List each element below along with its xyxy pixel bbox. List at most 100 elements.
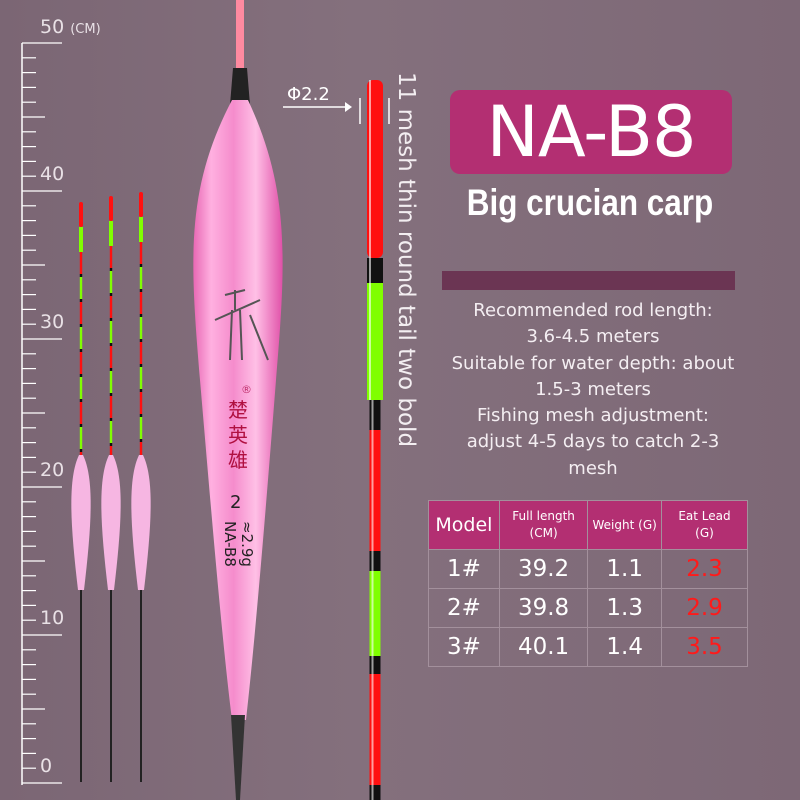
small-float-segment (109, 268, 113, 271)
samurai-figure (214, 289, 269, 361)
small-float-tip (109, 196, 113, 221)
table-row: 1# 39.2 1.1 2.3 (428, 549, 749, 589)
small-float-segment (109, 371, 113, 393)
small-float-segment (109, 443, 113, 446)
small-float-segment (139, 392, 143, 414)
small-float-segment (139, 339, 143, 342)
small-float-segment (79, 399, 83, 402)
spec-text: Recommended rod length: 3.6-4.5 meters S… (430, 298, 756, 482)
cell-weight: 1.3 (587, 588, 662, 628)
tip-highlight (371, 674, 374, 785)
cell-model: 1# (428, 549, 500, 589)
header-lead: Eat Lead (G) (660, 500, 749, 550)
small-float-segment (139, 367, 143, 389)
small-float-segment (139, 342, 143, 364)
registered-mark: ® (241, 383, 252, 396)
spec-line: 3.6-4.5 meters (526, 326, 660, 348)
tip-highlight (369, 283, 371, 400)
small-float-segment (79, 302, 83, 324)
small-float-segment (109, 318, 113, 321)
small-float-segment (109, 393, 113, 396)
ruler-label-30: 30 (40, 311, 65, 333)
tip-description: 11 mesh thin round tail two bold (393, 72, 419, 448)
cell-weight: 1.4 (587, 627, 662, 667)
spec-table: Model Full length (CM) Weight (G) Eat Le… (428, 500, 749, 667)
spec-line: 1.5-3 meters (535, 378, 651, 400)
ruler-label-40: 40 (40, 163, 65, 185)
tip-segment (369, 551, 381, 571)
small-float-tip (109, 221, 113, 246)
small-float-segment (79, 374, 83, 377)
cell-lead: 2.9 (660, 588, 749, 628)
tip-highlight (371, 400, 374, 430)
cell-length: 39.8 (498, 588, 589, 628)
small-float-segment (79, 352, 83, 374)
small-float-segment (79, 274, 83, 277)
diameter-label: Φ2.2 (287, 84, 330, 105)
small-float-segment (79, 252, 83, 274)
small-float-segment (109, 246, 113, 268)
small-floats (71, 192, 151, 782)
bottom-stem (231, 715, 245, 800)
small-float-segment (79, 402, 83, 424)
small-float-segment (139, 242, 143, 264)
small-float-segment (139, 442, 143, 464)
small-float-segment (109, 396, 113, 418)
small-float-segment (139, 414, 143, 417)
tip-segment (369, 785, 381, 800)
spec-line: mesh (568, 457, 618, 479)
small-float-body (131, 455, 151, 590)
small-float-tip (79, 202, 83, 227)
small-float-stem (80, 590, 82, 782)
big-float-image (193, 0, 283, 800)
small-float-segment (139, 317, 143, 339)
tip-segment (369, 674, 381, 785)
small-float-segment (139, 389, 143, 392)
small-float-segment (109, 321, 113, 343)
ruler-label-20: 20 (40, 459, 65, 481)
small-float-segment (109, 421, 113, 443)
cell-model: 2# (428, 588, 500, 628)
small-float-segment (79, 277, 83, 299)
header-model: Model (428, 500, 500, 550)
small-float-segment (79, 327, 83, 349)
small-float-segment (79, 427, 83, 449)
brand-chinese: 楚英雄 (228, 398, 248, 472)
ruler-label-50: 50 (CM) (40, 16, 101, 38)
ruler-label-0: 0 (40, 755, 53, 777)
header-weight: Weight (G) (587, 500, 662, 550)
tip-highlight (369, 80, 371, 258)
arrow-head-icon (345, 102, 352, 112)
product-subtitle: Big crucian carp (466, 182, 714, 223)
small-float-segment (79, 349, 83, 352)
small-float-segment (79, 377, 83, 399)
tip-highlight (371, 656, 374, 674)
small-float-stem (110, 590, 112, 782)
small-float-segment (109, 296, 113, 318)
small-float-tip (139, 192, 143, 217)
small-float-segment (79, 424, 83, 427)
cell-length: 39.2 (498, 549, 589, 589)
small-float-segment (109, 418, 113, 421)
small-float-segment (79, 324, 83, 327)
size-number: 2 (230, 492, 242, 513)
small-float-segment (109, 346, 113, 368)
spec-line: Fishing mesh adjustment: (477, 405, 709, 427)
tip-detail (345, 80, 383, 800)
tip-highlight (371, 430, 374, 551)
small-float-segment (79, 299, 83, 302)
small-float-segment (109, 271, 113, 293)
tip-segment (369, 571, 381, 656)
top-cap (230, 68, 250, 105)
ruler (21, 42, 62, 785)
small-float-segment (139, 314, 143, 317)
small-float-segment (79, 449, 83, 452)
small-float-segment (139, 289, 143, 292)
table-row: 2# 39.8 1.3 2.9 (428, 588, 749, 628)
small-float-segment (109, 368, 113, 371)
cell-weight: 1.1 (587, 549, 662, 589)
tip-highlight (371, 551, 374, 571)
antenna (236, 0, 244, 70)
spec-line: Suitable for water depth: about (451, 352, 735, 374)
subtitle-bar (442, 271, 735, 290)
